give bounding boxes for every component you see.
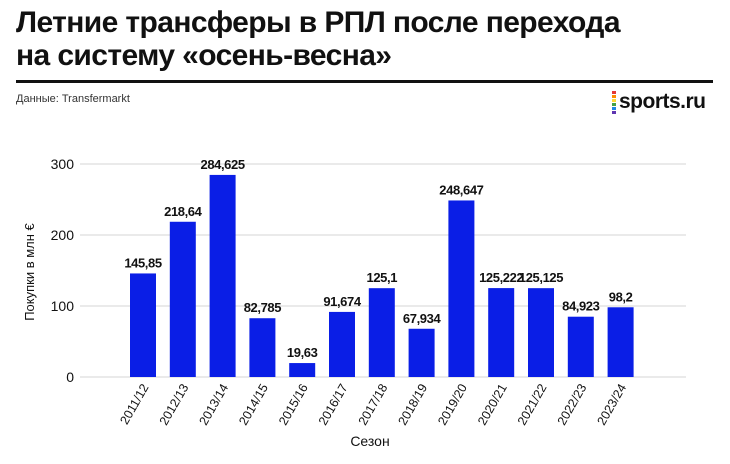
x-tick-label: 2012/13 — [157, 381, 192, 427]
sports-ru-logo: sports.ru — [612, 89, 706, 115]
y-axis-ticks: 0 100 200 300 — [51, 156, 75, 385]
bar — [209, 174, 236, 377]
logo-stripe — [612, 94, 616, 98]
bar — [249, 318, 276, 377]
x-tick-label: 2018/19 — [395, 381, 430, 427]
x-tick-label: 2011/12 — [117, 381, 151, 426]
title-divider — [16, 80, 713, 83]
x-axis-ticks: 2011/12 2012/13 2013/14 2014/15 2015/16 2016/… — [117, 381, 629, 427]
bar — [130, 273, 156, 377]
x-tick-label: 2016/17 — [316, 381, 351, 427]
bar — [607, 307, 634, 377]
bar — [528, 288, 554, 377]
title-line-1: Летние трансферы в РПЛ после перехода — [16, 6, 621, 39]
data-label: 125,222 — [479, 270, 523, 285]
y-tick-label: 100 — [51, 298, 75, 314]
logo-text: sports.ru — [619, 90, 706, 113]
data-label: 19,63 — [287, 345, 318, 360]
y-tick-label: 300 — [51, 156, 75, 172]
x-tick-label: 2013/14 — [196, 381, 231, 427]
logo-stripe — [612, 106, 616, 110]
logo-stripe — [612, 90, 616, 94]
data-label: 82,785 — [244, 300, 282, 315]
bar — [368, 288, 395, 377]
data-label: 98,2 — [609, 289, 633, 304]
x-tick-label: 2023/24 — [594, 381, 629, 427]
x-tick-label: 2020/21 — [475, 381, 510, 427]
data-label: 284,625 — [200, 157, 244, 172]
bar — [408, 328, 435, 377]
x-tick-label: 2022/23 — [555, 381, 590, 427]
data-labels: 145,85 218,64 284,625 82,785 19,63 91,674 125,… — [124, 157, 633, 360]
data-label: 218,64 — [164, 204, 203, 219]
source-note: Данные: Transfermarkt — [16, 93, 130, 105]
logo-stripe — [612, 102, 616, 106]
x-tick-label: 2014/15 — [236, 381, 271, 427]
data-label: 145,85 — [124, 255, 162, 270]
bar — [448, 200, 475, 377]
data-label: 91,674 — [323, 294, 362, 309]
logo-stripes-icon — [612, 90, 616, 114]
data-label: 67,934 — [403, 311, 442, 326]
x-tick-label: 2021/22 — [515, 381, 550, 427]
chart-title: Летние трансферы в РПЛ после перехода на… — [16, 6, 656, 72]
logo-stripe — [612, 110, 616, 114]
y-tick-label: 200 — [51, 227, 75, 243]
data-label: 84,923 — [562, 299, 600, 314]
x-tick-label: 2019/20 — [435, 381, 470, 427]
logo-stripe — [612, 98, 616, 102]
y-tick-label: 0 — [66, 369, 74, 385]
bar — [329, 311, 355, 377]
data-label: 125,1 — [367, 270, 398, 285]
title-line-2: на систему «осень-весна» — [16, 39, 392, 72]
bars — [130, 174, 634, 377]
bar — [567, 316, 594, 377]
x-tick-label: 2015/16 — [276, 381, 311, 427]
bar — [289, 363, 316, 377]
bar — [169, 221, 196, 377]
x-axis-label: Сезон — [350, 433, 389, 449]
data-label: 125,125 — [519, 270, 563, 285]
bar — [488, 288, 515, 377]
y-axis-label: Покупки в млн € — [22, 222, 37, 320]
x-tick-label: 2017/18 — [356, 381, 391, 427]
data-label: 248,647 — [439, 182, 483, 197]
